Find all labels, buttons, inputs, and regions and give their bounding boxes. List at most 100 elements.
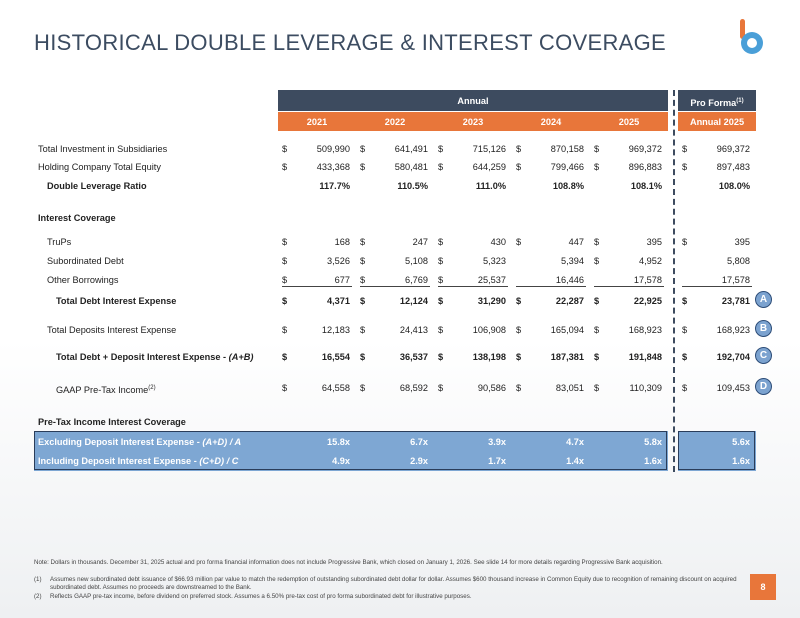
year-2025: 2025 — [618, 116, 640, 127]
cell-trups-4: 395 — [646, 237, 662, 247]
dollar-gaap-5: $ — [682, 383, 688, 393]
pro-forma-header-bar — [678, 90, 756, 111]
cell-trups-0: 168 — [334, 237, 350, 247]
cell-dlr-0: 117.7% — [319, 181, 350, 191]
cell-excl-5: 5.6x — [732, 437, 750, 447]
cell-sub-2: 5,323 — [483, 256, 506, 266]
cell-excl-0: 15.8x — [327, 437, 350, 447]
row-label-ic: Interest Coverage — [38, 213, 116, 223]
cell-tdepie-3: 165,094 — [550, 325, 584, 335]
dollar-sub-2: $ — [438, 256, 444, 266]
annual-header-bar — [278, 90, 668, 111]
cell-trups-2: 430 — [490, 237, 506, 247]
row-label-excl: Excluding Deposit Interest Expense - (A+… — [38, 437, 242, 447]
footnote-main: Note: Dollars in thousands. December 31,… — [34, 559, 663, 566]
dollar-tis-3: $ — [516, 144, 522, 154]
row-label-ptic: Pre-Tax Income Interest Coverage — [38, 417, 186, 427]
year-2024: 2024 — [540, 116, 562, 127]
cell-dlr-3: 108.8% — [552, 181, 584, 191]
dollar-trups-0: $ — [282, 237, 288, 247]
cell-tdie-2: 31,290 — [477, 296, 506, 306]
page-title: HISTORICAL DOUBLE LEVERAGE & INTEREST CO… — [34, 30, 667, 55]
row-label-gaap: GAAP Pre-Tax Income(2) — [56, 385, 156, 396]
dollar-tis-0: $ — [282, 144, 288, 154]
cell-tdd-5: 192,704 — [716, 352, 750, 362]
cell-trups-1: 247 — [412, 237, 428, 247]
dollar-tdepie-0: $ — [282, 325, 288, 335]
dollar-tdd-3: $ — [516, 352, 522, 362]
cell-excl-2: 3.9x — [488, 437, 506, 447]
cell-oth-2: 25,537 — [477, 275, 506, 285]
row-label-tis: Total Investment in Subsidiaries — [38, 144, 168, 154]
cell-gaap-0: 64,558 — [321, 383, 350, 393]
cell-hce-0: 433,368 — [316, 162, 350, 172]
dollar-oth-1: $ — [360, 275, 366, 285]
dollar-tdepie-2: $ — [438, 325, 444, 335]
cell-tis-1: 641,491 — [394, 144, 428, 154]
cell-dlr-2: 111.0% — [475, 181, 506, 191]
dollar-hce-3: $ — [516, 162, 522, 172]
cell-excl-1: 6.7x — [410, 437, 428, 447]
row-label-sub: Subordinated Debt — [47, 256, 124, 266]
cell-tdie-3: 22,287 — [555, 296, 584, 306]
cell-trups-5: 395 — [734, 237, 750, 247]
year-2022: 2022 — [384, 116, 406, 127]
dollar-sub-0: $ — [282, 256, 288, 266]
cell-oth-5: 17,578 — [721, 275, 750, 285]
dollar-tdie-3: $ — [516, 296, 522, 306]
pro-forma-header-label: Pro Forma(1) — [690, 97, 744, 108]
year-2023: 2023 — [462, 116, 484, 127]
cell-excl-4: 5.8x — [644, 437, 662, 447]
cell-tdepie-0: 12,183 — [321, 325, 350, 335]
dollar-trups-3: $ — [516, 237, 522, 247]
cell-tis-3: 870,158 — [550, 144, 584, 154]
underline-oth-5 — [682, 286, 752, 287]
cell-tdie-4: 22,925 — [633, 296, 662, 306]
row-label-trups: TruPs — [47, 237, 72, 247]
dollar-tdepie-3: $ — [516, 325, 522, 335]
dollar-tis-4: $ — [594, 144, 600, 154]
coverage-band-pro-forma — [678, 431, 756, 471]
cell-hce-2: 644,259 — [472, 162, 506, 172]
cell-tdd-4: 191,848 — [628, 352, 662, 362]
underline-oth-0 — [282, 286, 352, 287]
cell-oth-1: 6,769 — [405, 275, 428, 285]
cell-excl-3: 4.7x — [566, 437, 584, 447]
marker-c: C — [755, 347, 772, 364]
year-pro-forma-2025: Annual 2025 — [689, 116, 745, 127]
dollar-tdie-1: $ — [360, 296, 366, 306]
year-header-bar — [278, 112, 668, 131]
row-label-oth: Other Borrowings — [47, 275, 119, 285]
dollar-tdie-0: $ — [282, 296, 288, 306]
annual-header-label: Annual — [457, 95, 489, 106]
cell-tdepie-5: 168,923 — [716, 325, 750, 335]
coverage-band-border-pro-forma — [678, 431, 755, 470]
cell-tis-0: 509,990 — [316, 144, 350, 154]
dollar-tdd-2: $ — [438, 352, 444, 362]
marker-b: B — [755, 320, 772, 337]
cell-oth-0: 677 — [334, 275, 350, 285]
dollar-tdd-1: $ — [360, 352, 366, 362]
cell-tdd-1: 36,537 — [399, 352, 428, 362]
footnote-2: Reflects GAAP pre-tax income, before div… — [50, 593, 472, 600]
pro-forma-year-bar — [678, 112, 756, 131]
cell-incl-4: 1.6x — [644, 456, 662, 466]
row-label-hce: Holding Company Total Equity — [38, 162, 161, 172]
dollar-tdd-4: $ — [594, 352, 600, 362]
cell-incl-5: 1.6x — [732, 456, 750, 466]
row-label-tdd: Total Debt + Deposit Interest Expense - … — [56, 352, 254, 362]
dollar-hce-5: $ — [682, 162, 688, 172]
dollar-hce-4: $ — [594, 162, 600, 172]
dollar-gaap-4: $ — [594, 383, 600, 393]
cell-dlr-1: 110.5% — [397, 181, 428, 191]
dollar-trups-5: $ — [682, 237, 688, 247]
dollar-tis-1: $ — [360, 144, 366, 154]
row-label-tdepie: Total Deposits Interest Expense — [47, 325, 177, 335]
cell-gaap-5: 109,453 — [716, 383, 750, 393]
pro-forma-divider — [673, 90, 675, 472]
dollar-trups-4: $ — [594, 237, 600, 247]
cell-oth-3: 16,446 — [555, 275, 584, 285]
dollar-hce-2: $ — [438, 162, 444, 172]
cell-gaap-1: 68,592 — [399, 383, 428, 393]
page-number: 8 — [750, 574, 776, 600]
